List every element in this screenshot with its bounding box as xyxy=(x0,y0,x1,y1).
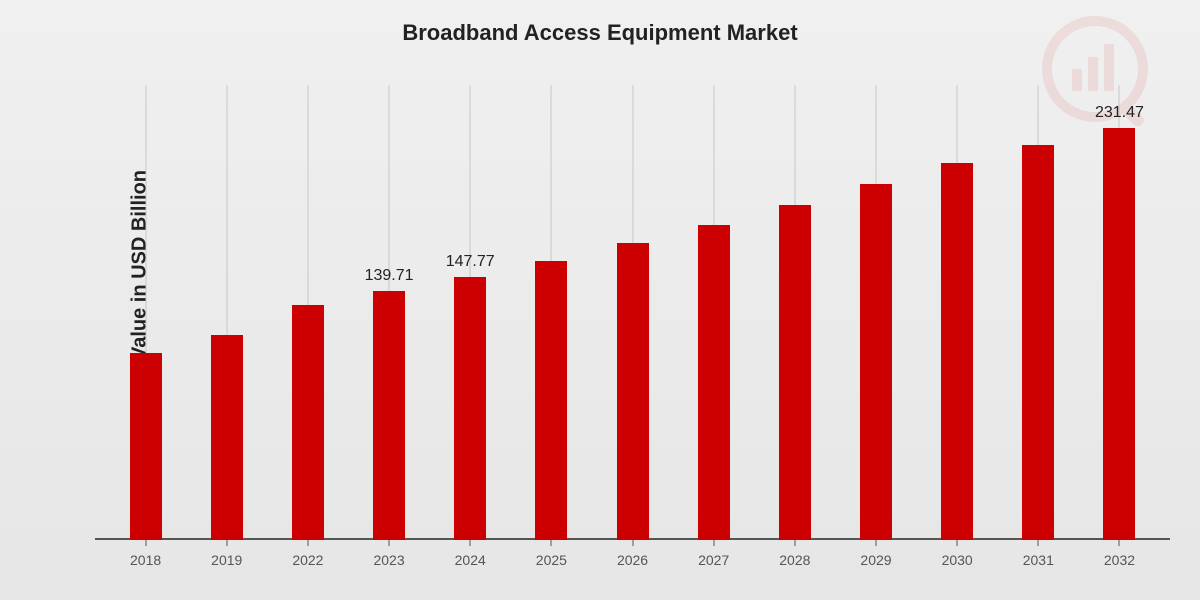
bar-slot: 139.712023 xyxy=(348,95,429,540)
bar-slot: 2025 xyxy=(511,95,592,540)
bar xyxy=(941,163,973,540)
bar-slot: 2029 xyxy=(835,95,916,540)
axis-tick xyxy=(713,540,714,546)
bar xyxy=(698,225,730,540)
bar xyxy=(779,205,811,540)
chart-root: Broadband Access Equipment Market Market… xyxy=(0,0,1200,600)
x-axis-label: 2028 xyxy=(779,552,810,568)
bar xyxy=(617,243,649,540)
axis-tick xyxy=(307,540,308,546)
x-axis-label: 2026 xyxy=(617,552,648,568)
axis-tick xyxy=(875,540,876,546)
axis-tick xyxy=(145,540,146,546)
axis-tick xyxy=(632,540,633,546)
plot-area: 201820192022139.712023147.77202420252026… xyxy=(95,95,1170,540)
axis-tick xyxy=(1038,540,1039,546)
axis-tick xyxy=(794,540,795,546)
bar-slot: 2022 xyxy=(267,95,348,540)
bar-slot: 2027 xyxy=(673,95,754,540)
x-axis-label: 2025 xyxy=(536,552,567,568)
bar-value-label: 139.71 xyxy=(365,267,414,285)
x-axis-label: 2018 xyxy=(130,552,161,568)
bar: 139.71 xyxy=(373,291,405,540)
x-axis-label: 2022 xyxy=(292,552,323,568)
axis-tick xyxy=(1119,540,1120,546)
bar-value-label: 147.77 xyxy=(446,253,495,271)
axis-tick xyxy=(470,540,471,546)
x-axis-label: 2030 xyxy=(942,552,973,568)
x-axis-label: 2032 xyxy=(1104,552,1135,568)
bar xyxy=(1022,145,1054,540)
bar: 147.77 xyxy=(454,277,486,540)
x-axis-label: 2024 xyxy=(455,552,486,568)
x-axis-label: 2023 xyxy=(373,552,404,568)
x-axis-label: 2031 xyxy=(1023,552,1054,568)
axis-tick xyxy=(957,540,958,546)
bar-slot: 231.472032 xyxy=(1079,95,1160,540)
x-axis-label: 2019 xyxy=(211,552,242,568)
bar-slot: 2031 xyxy=(998,95,1079,540)
axis-tick xyxy=(226,540,227,546)
bar-value-label: 231.47 xyxy=(1095,104,1144,122)
bar xyxy=(860,184,892,540)
axis-tick xyxy=(389,540,390,546)
bar-slot: 2018 xyxy=(105,95,186,540)
bar xyxy=(211,335,243,540)
bar-slot: 2026 xyxy=(592,95,673,540)
x-axis-label: 2029 xyxy=(860,552,891,568)
x-axis-label: 2027 xyxy=(698,552,729,568)
bar xyxy=(535,261,567,540)
bars-container: 201820192022139.712023147.77202420252026… xyxy=(95,95,1170,540)
bar xyxy=(292,305,324,540)
bar xyxy=(130,353,162,540)
axis-tick xyxy=(551,540,552,546)
bar-slot: 2030 xyxy=(917,95,998,540)
bar-slot: 147.772024 xyxy=(430,95,511,540)
bar: 231.47 xyxy=(1103,128,1135,540)
chart-title: Broadband Access Equipment Market xyxy=(0,20,1200,46)
bar-slot: 2028 xyxy=(754,95,835,540)
bar-slot: 2019 xyxy=(186,95,267,540)
